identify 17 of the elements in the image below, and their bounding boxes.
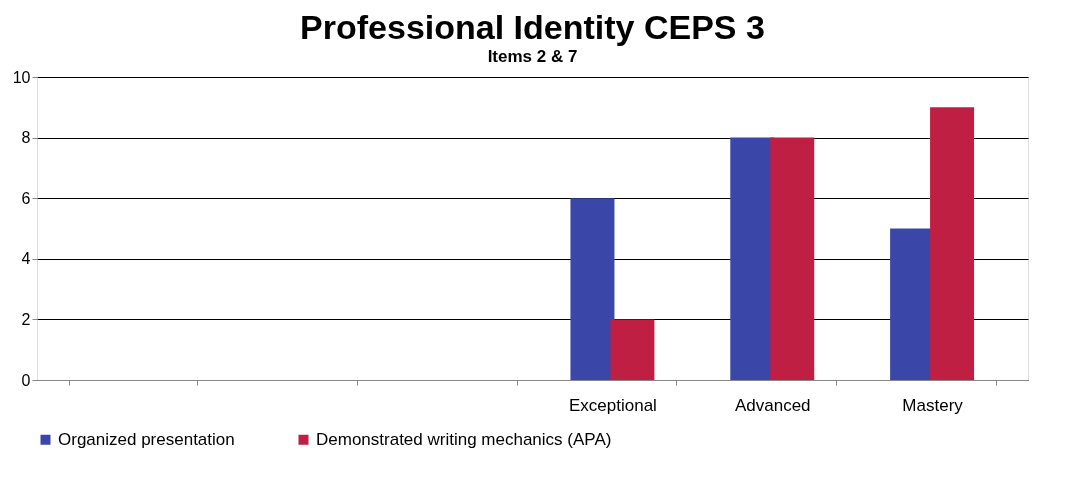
x-tick-label: Exceptional <box>568 395 657 415</box>
chart-title: Professional Identity CEPS 3 <box>300 8 765 46</box>
y-tick-label: 2 <box>21 310 31 328</box>
y-tick-label: 10 <box>12 68 31 86</box>
y-tick-label: 4 <box>21 250 31 268</box>
legend-label: Organized presentation <box>58 429 235 449</box>
chart-subtitle: Items 2 & 7 <box>487 47 578 66</box>
legend-label: Demonstrated writing mechanics (APA) <box>316 429 612 449</box>
bar <box>570 198 615 380</box>
y-tick-label: 0 <box>21 371 31 389</box>
bar <box>770 137 815 380</box>
bar <box>610 319 655 380</box>
bar <box>930 107 975 380</box>
y-tick-label: 8 <box>21 129 31 147</box>
x-tick-label: Mastery <box>902 395 964 415</box>
x-tick-label: Advanced <box>734 395 811 415</box>
y-tick-label: 6 <box>21 189 31 207</box>
